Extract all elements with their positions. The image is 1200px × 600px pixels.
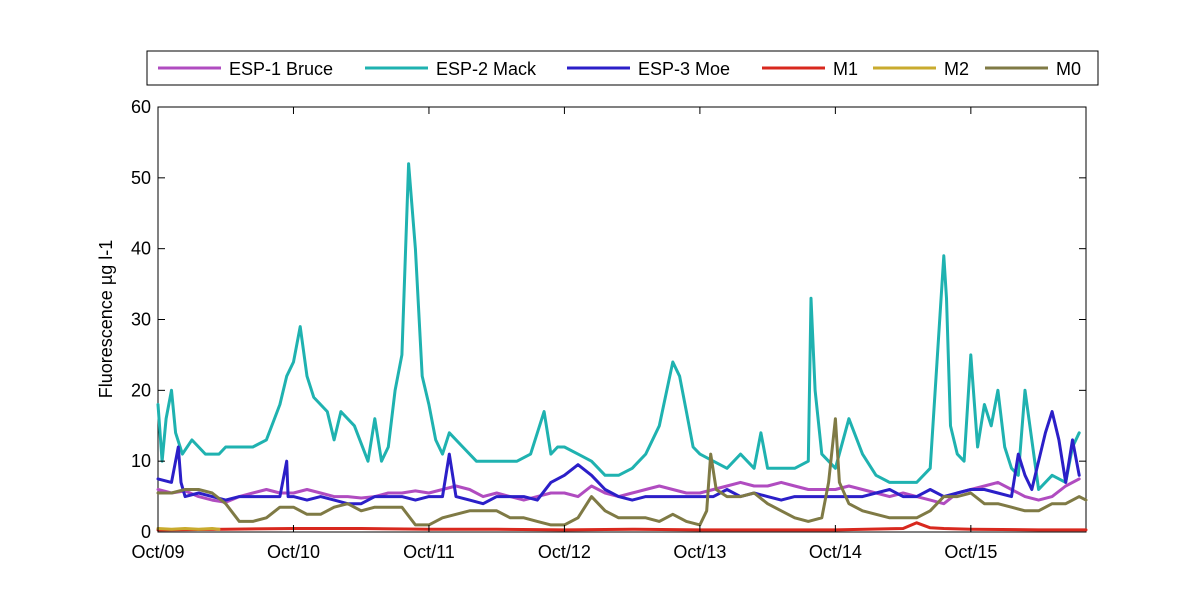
y-tick-label: 40 (131, 239, 151, 259)
y-axis-label: Fluorescence µg l-1 (96, 240, 116, 398)
series-line-m0 (156, 417, 1088, 527)
x-tick-label: Oct/13 (673, 542, 726, 562)
x-tick-label: Oct/11 (403, 542, 455, 562)
x-tick-label: Oct/15 (944, 542, 997, 562)
x-tick-label: Oct/12 (538, 542, 591, 562)
series-line-m1 (156, 521, 1088, 532)
series-line-m2 (156, 527, 221, 531)
y-tick-label: 60 (131, 97, 151, 117)
series-line-esp-2-mack (156, 162, 1081, 491)
x-tick-label: Oct/09 (131, 542, 184, 562)
y-tick-label: 50 (131, 168, 151, 188)
y-tick-label: 0 (141, 522, 151, 542)
y-tick-label: 10 (131, 451, 151, 471)
legend-label: M0 (1056, 59, 1081, 79)
x-tick-label: Oct/14 (809, 542, 862, 562)
plot-area: 0 10 20 30 40 50 60 Oct/09 Oct/10 Oct/11 Oct/12 Oct… (131, 97, 1088, 562)
legend-label: M2 (944, 59, 969, 79)
x-tick-label: Oct/10 (267, 542, 320, 562)
y-tick-label: 20 (131, 380, 151, 400)
legend-label: ESP-2 Mack (436, 59, 537, 79)
legend: ESP-1 Bruce ESP-2 Mack ESP-3 Moe M1 M2 M0 (146, 50, 1099, 86)
series-line-esp-3-moe (156, 410, 1081, 506)
legend-label: M1 (833, 59, 858, 79)
legend-label: ESP-1 Bruce (229, 59, 333, 79)
legend-label: ESP-3 Moe (638, 59, 730, 79)
y-tick-label: 30 (131, 310, 151, 330)
